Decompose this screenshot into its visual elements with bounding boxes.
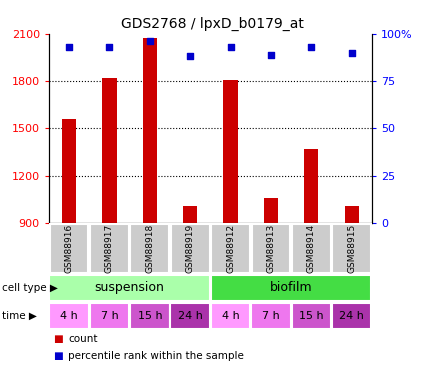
Text: 7 h: 7 h xyxy=(262,311,280,321)
Point xyxy=(146,38,153,44)
Bar xyxy=(49,303,89,329)
Bar xyxy=(50,224,88,273)
Point xyxy=(348,50,355,56)
Bar xyxy=(332,224,371,273)
Bar xyxy=(304,149,318,223)
Text: ■: ■ xyxy=(53,334,63,344)
Text: 15 h: 15 h xyxy=(138,311,162,321)
Text: 7 h: 7 h xyxy=(101,311,118,321)
Text: 4 h: 4 h xyxy=(60,311,78,321)
Text: GSM88913: GSM88913 xyxy=(266,224,275,273)
Text: GSM88912: GSM88912 xyxy=(226,224,235,273)
Text: count: count xyxy=(68,334,97,344)
Text: GSM88914: GSM88914 xyxy=(307,224,316,273)
Text: 15 h: 15 h xyxy=(299,311,323,321)
Text: 24 h: 24 h xyxy=(339,311,364,321)
Point xyxy=(227,44,234,50)
Point xyxy=(308,44,314,50)
Bar xyxy=(62,119,76,223)
Text: GSM88916: GSM88916 xyxy=(65,224,74,273)
Bar xyxy=(345,206,359,223)
Bar xyxy=(90,224,129,273)
Point xyxy=(187,54,193,60)
Text: cell type ▶: cell type ▶ xyxy=(2,283,58,293)
Text: GSM88919: GSM88919 xyxy=(186,224,195,273)
Text: GSM88915: GSM88915 xyxy=(347,224,356,273)
Bar xyxy=(49,275,210,301)
Bar xyxy=(292,224,331,273)
Text: GSM88918: GSM88918 xyxy=(145,224,154,273)
Point xyxy=(106,44,113,50)
Point xyxy=(65,44,72,50)
Bar xyxy=(130,303,170,329)
Bar xyxy=(292,303,331,329)
Bar xyxy=(170,303,210,329)
Bar xyxy=(211,224,250,273)
Bar xyxy=(90,303,129,329)
Bar xyxy=(130,224,169,273)
Text: suspension: suspension xyxy=(95,281,164,294)
Bar xyxy=(211,303,250,329)
Text: GSM88917: GSM88917 xyxy=(105,224,114,273)
Bar xyxy=(211,275,371,301)
Bar xyxy=(102,78,116,223)
Bar xyxy=(264,198,278,223)
Bar xyxy=(332,303,371,329)
Text: time ▶: time ▶ xyxy=(2,311,37,321)
Bar xyxy=(143,39,157,223)
Bar xyxy=(251,303,291,329)
Text: percentile rank within the sample: percentile rank within the sample xyxy=(68,351,244,361)
Text: GDS2768 / lpxD_b0179_at: GDS2768 / lpxD_b0179_at xyxy=(121,17,304,31)
Text: biofilm: biofilm xyxy=(270,281,312,294)
Point xyxy=(267,52,274,58)
Bar xyxy=(252,224,290,273)
Bar xyxy=(224,80,238,223)
Text: 4 h: 4 h xyxy=(222,311,239,321)
Text: ■: ■ xyxy=(53,351,63,361)
Bar xyxy=(183,206,197,223)
Bar xyxy=(171,224,210,273)
Text: 24 h: 24 h xyxy=(178,311,203,321)
